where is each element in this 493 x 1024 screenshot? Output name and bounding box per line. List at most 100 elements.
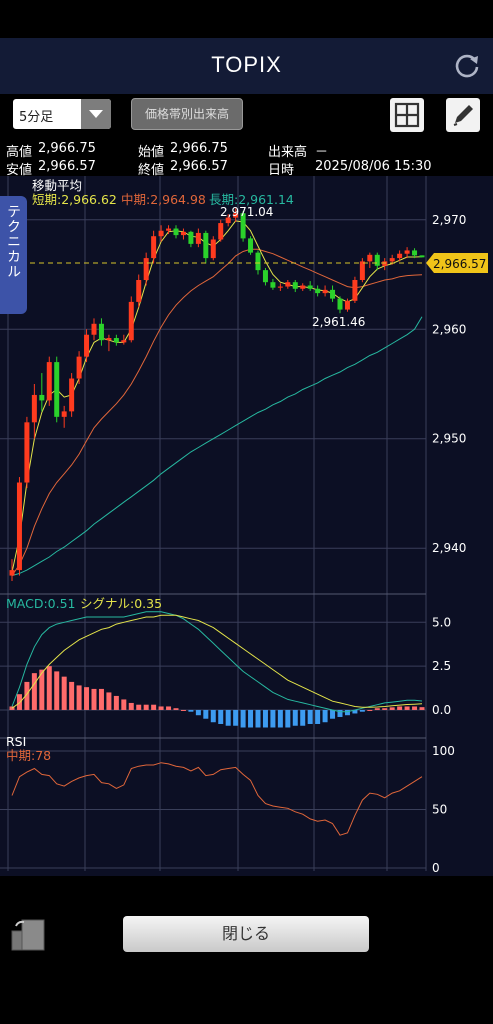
volume-label: 出来高 bbox=[268, 145, 308, 160]
macd-histogram-bar bbox=[300, 709, 306, 726]
ma-legend-title: 移動平均 bbox=[32, 178, 82, 193]
macd-histogram-bar bbox=[91, 688, 97, 710]
candle-body bbox=[98, 323, 104, 341]
candle-body bbox=[180, 231, 186, 236]
macd-line bbox=[11, 611, 423, 713]
last-price-tag bbox=[426, 253, 488, 273]
macd-histogram-bar bbox=[166, 706, 172, 710]
candle-body bbox=[9, 570, 15, 576]
candle-body bbox=[76, 356, 82, 379]
candle-body bbox=[255, 252, 261, 271]
candle-body bbox=[91, 323, 97, 335]
candle-body bbox=[307, 285, 313, 289]
price-tick-label: 2,940 bbox=[432, 541, 466, 555]
candle-body bbox=[397, 253, 403, 259]
volume-profile-button[interactable]: 価格帯別出来高 bbox=[131, 98, 243, 130]
macd-histogram-bar bbox=[397, 706, 403, 710]
candle-body bbox=[225, 217, 231, 224]
candle-body bbox=[121, 340, 127, 343]
refresh-icon[interactable] bbox=[453, 52, 481, 80]
candle-body bbox=[166, 228, 172, 231]
candle-body bbox=[337, 298, 343, 310]
open-label: 始値 bbox=[138, 145, 165, 160]
price-info: 高値 2,966.75 始値 2,966.75 出来高 － 安値 2,966.5… bbox=[0, 138, 493, 178]
chart-area[interactable]: 09:0010:0011:0013:0014:0015:002,9702,960… bbox=[0, 176, 493, 895]
close-button[interactable]: 閉じる bbox=[123, 916, 369, 952]
macd-histogram-bar bbox=[39, 669, 45, 710]
macd-histogram-bar bbox=[76, 685, 82, 710]
ma-long-legend: 長期:2,961.14 bbox=[209, 192, 294, 207]
macd-histogram-bar bbox=[121, 699, 127, 710]
candle-body bbox=[277, 286, 283, 288]
draw-button[interactable] bbox=[446, 98, 480, 132]
candle-body bbox=[128, 301, 134, 341]
technical-tab[interactable]: テクニカル bbox=[0, 196, 27, 314]
rsi-tick-label: 100 bbox=[432, 744, 455, 758]
rotate-screen-button[interactable] bbox=[10, 918, 48, 952]
macd-histogram-bar bbox=[352, 709, 358, 714]
candle-body bbox=[359, 261, 365, 280]
price-tick-label: 2,950 bbox=[432, 432, 466, 446]
candlestick-chart[interactable]: 09:0010:0011:0013:0014:0015:002,9702,960… bbox=[0, 176, 493, 895]
macd-histogram-bar bbox=[31, 673, 37, 710]
signal-line bbox=[11, 614, 423, 709]
candle-body bbox=[382, 261, 388, 266]
macd-histogram-bar bbox=[330, 709, 336, 719]
candle-body bbox=[188, 231, 194, 244]
candle-body bbox=[367, 254, 373, 262]
period-select[interactable]: 5分足 bbox=[13, 99, 111, 129]
rsi-tick-label: 0 bbox=[432, 861, 440, 875]
candle-body bbox=[16, 482, 22, 571]
rsi-tick-label: 50 bbox=[432, 803, 447, 817]
macd-histogram-bar bbox=[61, 676, 67, 710]
macd-histogram-bar bbox=[113, 695, 119, 710]
macd-histogram-bar bbox=[270, 709, 276, 728]
high-label: 高値 bbox=[6, 145, 33, 160]
candle-body bbox=[404, 250, 410, 254]
candle-body bbox=[143, 258, 149, 280]
ma-mid-line bbox=[11, 248, 423, 576]
candle-body bbox=[412, 250, 418, 256]
macd-histogram-bar bbox=[404, 706, 410, 710]
macd-histogram-bar bbox=[69, 681, 75, 710]
macd-tick-label: 5.0 bbox=[432, 615, 451, 629]
candle-body bbox=[389, 258, 395, 262]
macd-histogram-bar bbox=[188, 709, 194, 712]
ma-long-line bbox=[11, 316, 423, 577]
low-label: 安値 bbox=[6, 163, 33, 178]
rotate-icon bbox=[11, 919, 45, 951]
candle-body bbox=[106, 338, 112, 341]
candle-body bbox=[61, 411, 67, 417]
macd-histogram-bar bbox=[98, 688, 104, 710]
macd-histogram-bar bbox=[389, 707, 395, 710]
candle-body bbox=[419, 255, 425, 258]
macd-legend: MACD:0.51 bbox=[6, 596, 76, 611]
macd-histogram-bar bbox=[412, 706, 418, 710]
macd-histogram-bar bbox=[344, 709, 350, 716]
macd-histogram-bar bbox=[24, 681, 30, 710]
macd-tick-label: 0.0 bbox=[432, 703, 451, 717]
candle-body bbox=[195, 232, 201, 244]
macd-histogram-bar bbox=[262, 709, 268, 728]
macd-histogram-bar bbox=[292, 709, 298, 726]
high-annotation: 2,971.04 bbox=[220, 205, 273, 219]
macd-histogram-bar bbox=[322, 709, 328, 723]
candle-body bbox=[352, 280, 358, 301]
candle-body bbox=[203, 232, 209, 259]
candle-body bbox=[210, 239, 216, 259]
macd-histogram-bar bbox=[203, 709, 209, 719]
macd-histogram-bar bbox=[277, 709, 283, 728]
macd-histogram-bar bbox=[158, 706, 164, 710]
last-price-label: 2,966.57 bbox=[433, 257, 486, 271]
candle-body bbox=[322, 289, 328, 294]
ma-mid-legend: 中期:2,964.98 bbox=[121, 192, 206, 207]
candle-body bbox=[31, 394, 37, 423]
macd-histogram-bar bbox=[16, 694, 22, 710]
macd-histogram-bar bbox=[210, 709, 216, 723]
layout-grid-button[interactable] bbox=[390, 98, 424, 132]
rsi-legend: RSI bbox=[6, 734, 26, 749]
candle-body bbox=[330, 289, 336, 299]
low-annotation: 2,961.46 bbox=[312, 315, 365, 329]
macd-histogram-bar bbox=[136, 704, 142, 710]
candle-body bbox=[270, 282, 276, 288]
